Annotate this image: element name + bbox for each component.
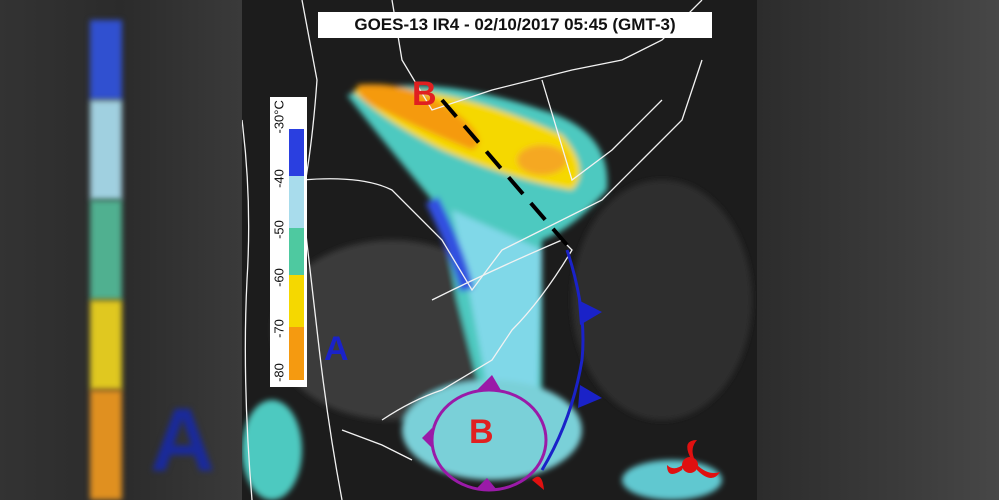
cold-front-triangle [578, 385, 602, 408]
blurred-background-left: A [0, 0, 242, 500]
cold-front [540, 249, 585, 471]
legend-segment-blue [289, 129, 304, 176]
occluded-front-symbol [477, 478, 497, 490]
country-borders [242, 0, 703, 500]
map-title: GOES-13 IR4 - 02/10/2017 05:45 (GMT-3) [318, 12, 712, 38]
legend-segment-orange [289, 327, 304, 380]
blurred-legend-segment [90, 20, 122, 100]
legend-segment-lightblue [289, 176, 304, 228]
legend-tick: -50 [271, 220, 287, 239]
low-pressure-label-south: B [469, 413, 494, 451]
temperature-legend: -30°C -40 -50 -60 -70 -80 [270, 97, 307, 387]
cloud-field [242, 84, 752, 500]
blurred-high-label: A [150, 391, 215, 491]
legend-tick: -30°C [271, 100, 287, 134]
satellite-map: GOES-13 IR4 - 02/10/2017 05:45 (GMT-3) -… [242, 0, 757, 500]
blurred-background-right [757, 0, 999, 500]
blurred-legend-segment [90, 100, 122, 200]
warm-front-symbol [532, 476, 544, 490]
blurred-legend-segment [90, 390, 122, 500]
blurred-legend-segment [90, 200, 122, 300]
low-pressure-label-north: B [412, 75, 437, 113]
high-pressure-label: A [324, 330, 349, 368]
blurred-legend-segment [90, 300, 122, 390]
legend-tick: -40 [271, 169, 287, 188]
occluded-front-symbol [477, 375, 502, 392]
map-graphics [242, 0, 752, 500]
legend-segment-yellow [289, 275, 304, 327]
legend-tick: -70 [271, 319, 287, 338]
legend-segment-teal [289, 228, 304, 275]
cold-front-triangle [578, 300, 602, 325]
tropical-storm-icon [667, 440, 720, 479]
legend-tick: -80 [271, 363, 287, 382]
occluded-front-symbol [422, 428, 432, 448]
legend-tick: -60 [271, 268, 287, 287]
